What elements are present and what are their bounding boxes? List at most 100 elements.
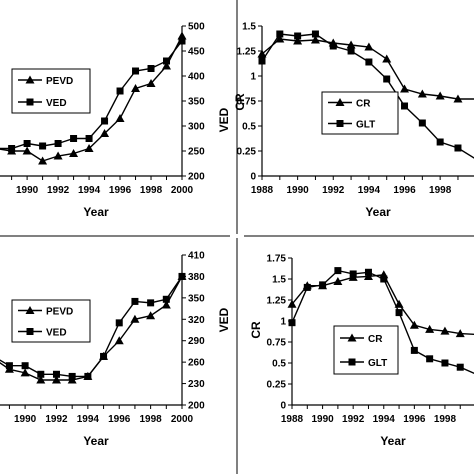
x-tick-label: 1996 xyxy=(109,185,132,196)
y-tick-label: 0.25 xyxy=(267,380,287,391)
x-tick-label: 1998 xyxy=(434,414,457,425)
data-point xyxy=(364,268,372,276)
y-tick-label: 290 xyxy=(188,336,205,347)
data-point xyxy=(440,326,450,335)
data-point xyxy=(346,40,356,49)
x-tick-label: 1996 xyxy=(393,185,416,196)
series-ved xyxy=(0,272,186,380)
data-point xyxy=(51,375,61,384)
data-point xyxy=(364,42,374,51)
x-axis-title: Year xyxy=(83,434,109,448)
y-tick-label: 410 xyxy=(188,251,205,262)
data-point xyxy=(329,42,337,50)
data-point xyxy=(380,275,388,283)
data-point xyxy=(114,336,124,345)
x-tick-label: 1988 xyxy=(251,185,274,196)
data-point xyxy=(334,267,342,275)
x-axis-title: Year xyxy=(365,205,391,219)
legend-label: CR xyxy=(368,334,383,345)
y-axis-title: CR xyxy=(233,93,247,111)
x-tick-label: 1988 xyxy=(281,414,304,425)
data-point xyxy=(36,375,46,384)
x-axis-title: Year xyxy=(380,434,406,448)
data-point xyxy=(394,299,404,308)
data-point xyxy=(22,146,32,155)
data-point xyxy=(436,138,444,146)
y-tick-label: 1 xyxy=(250,72,256,83)
legend-marker xyxy=(336,120,344,127)
data-point xyxy=(84,372,92,380)
legend-label: PEVD xyxy=(46,76,73,87)
data-point xyxy=(146,311,156,320)
x-tick-label: 1994 xyxy=(78,185,101,196)
y-tick-label: 200 xyxy=(188,172,205,183)
data-point xyxy=(441,359,449,367)
x-tick-label: 2000 xyxy=(171,185,194,196)
data-point xyxy=(395,309,403,317)
chart-panel-3: 200 230 260 290 320 350 380 410 1990 1992 1994 1996… xyxy=(0,251,231,448)
x-tick-label: 1990 xyxy=(311,414,334,425)
y-tick-label: 1.75 xyxy=(267,254,287,265)
data-point xyxy=(68,372,76,380)
data-point xyxy=(147,299,155,307)
data-point xyxy=(23,140,31,147)
data-point xyxy=(131,297,139,305)
series-glt xyxy=(288,267,474,375)
data-point xyxy=(276,30,284,38)
legend-marker xyxy=(335,98,345,106)
y-tick-label: 0.5 xyxy=(242,122,256,133)
legend-label: VED xyxy=(46,328,67,339)
data-point xyxy=(401,102,409,110)
y-tick-label: 0.5 xyxy=(272,359,286,370)
y-tick-label: 250 xyxy=(188,147,205,158)
data-point xyxy=(52,370,60,378)
data-point xyxy=(20,368,30,377)
data-point xyxy=(293,36,303,45)
legend-label: VED xyxy=(46,98,67,109)
data-point xyxy=(38,156,48,165)
data-point xyxy=(435,91,445,100)
data-point xyxy=(365,58,373,66)
data-point xyxy=(147,65,155,72)
legend-marker xyxy=(26,328,34,335)
x-tick-label: 1992 xyxy=(322,185,345,196)
series-pevd xyxy=(0,31,187,165)
data-point xyxy=(5,362,13,370)
series-ved xyxy=(0,37,186,152)
y-tick-label: 350 xyxy=(188,293,205,304)
y-axis-title: VED xyxy=(217,107,231,132)
data-point xyxy=(21,362,29,370)
legend: CR GLT xyxy=(321,91,399,135)
legend-marker xyxy=(25,75,35,84)
data-point xyxy=(319,281,327,289)
x-axis-title: Year xyxy=(83,205,109,219)
x-tick-label: 1998 xyxy=(139,414,162,425)
y-tick-label: 500 xyxy=(188,22,205,33)
series-glt xyxy=(258,30,474,159)
data-point xyxy=(410,346,418,354)
legend-marker xyxy=(348,358,356,366)
y-axis-title: VED xyxy=(217,307,231,332)
data-point xyxy=(162,61,172,70)
data-point xyxy=(287,299,297,308)
data-point xyxy=(101,117,109,125)
legend-box xyxy=(11,68,91,114)
data-point xyxy=(418,119,426,127)
x-tick-label: 1998 xyxy=(429,185,452,196)
x-tick-label: 1992 xyxy=(47,185,70,196)
data-point xyxy=(425,324,435,333)
y-tick-label: 380 xyxy=(188,272,205,283)
data-point xyxy=(163,57,171,65)
data-point xyxy=(85,135,93,142)
data-point xyxy=(426,355,434,363)
data-point xyxy=(400,84,410,93)
data-point xyxy=(132,67,140,75)
series-cr xyxy=(257,34,474,103)
data-point xyxy=(382,54,392,63)
x-tick-label: 1996 xyxy=(108,414,131,425)
y-tick-label: 230 xyxy=(188,379,205,390)
legend-label: PEVD xyxy=(46,307,73,318)
data-point xyxy=(288,319,296,327)
x-tick-label: 1994 xyxy=(77,414,100,425)
legend-marker xyxy=(26,98,34,106)
